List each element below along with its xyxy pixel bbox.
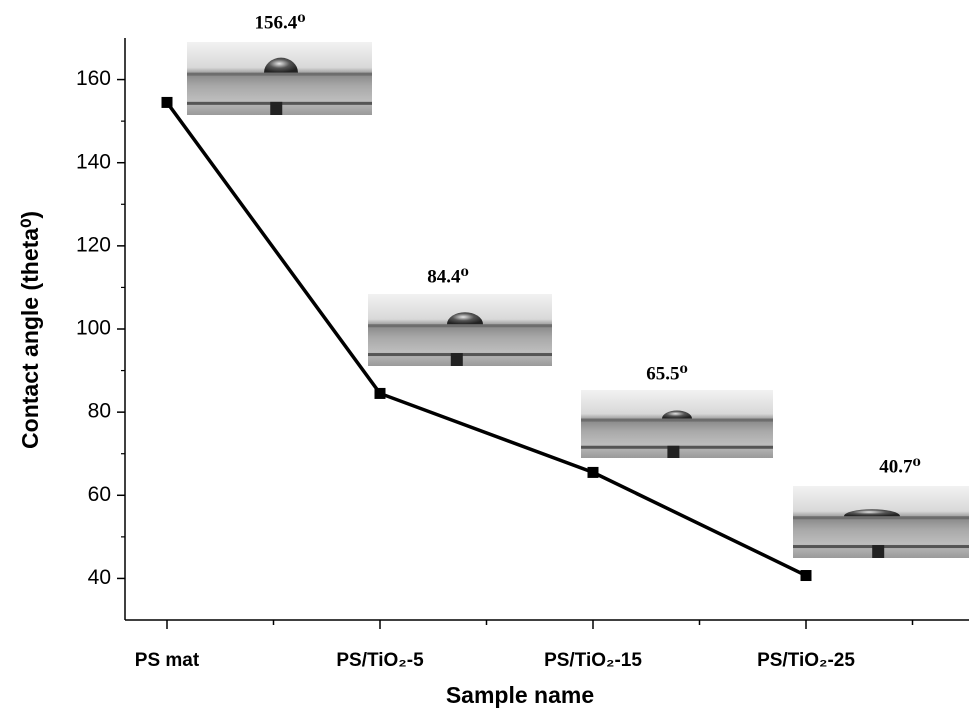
data-point: [161, 96, 173, 108]
droplet: [264, 57, 298, 73]
inset-photo: [793, 486, 969, 558]
y-tick-label: 120: [76, 233, 111, 256]
data-point: [374, 387, 386, 399]
x-tick-label: PS/TiO₂-15: [544, 650, 642, 671]
inset-photo: [581, 390, 773, 458]
photo-stage: [368, 324, 552, 328]
photo-stage: [187, 72, 372, 76]
annotation: 40.7⁰: [879, 456, 921, 477]
x-tick-label: PS/TiO₂-25: [757, 650, 855, 671]
y-tick-label: 160: [76, 67, 111, 90]
inset-photo: [368, 294, 552, 366]
y-tick-label: 140: [76, 150, 111, 173]
annotation: 65.5⁰: [646, 363, 688, 384]
y-axis-label: Contact angle (theta⁰): [17, 211, 43, 449]
photo-stage: [793, 516, 969, 520]
annotation: 156.4⁰: [254, 12, 305, 33]
x-tick-label: PS mat: [135, 650, 200, 671]
photo-stage: [581, 418, 773, 422]
data-point: [800, 570, 812, 582]
photo-post: [667, 445, 680, 458]
y-tick-label: 40: [88, 566, 111, 589]
data-point: [587, 466, 599, 478]
photo-post: [450, 353, 463, 366]
droplet: [662, 410, 692, 419]
y-tick-label: 80: [88, 400, 111, 423]
inset-photo: [187, 42, 372, 115]
droplet: [844, 509, 900, 517]
photo-post: [270, 101, 283, 115]
x-axis-label: Sample name: [446, 682, 594, 708]
y-tick-label: 60: [88, 483, 111, 506]
series-line: [165, 101, 807, 578]
annotation: 84.4⁰: [427, 266, 469, 287]
x-tick-label: PS/TiO₂-5: [336, 650, 424, 671]
photo-post: [872, 545, 885, 558]
droplet: [447, 312, 483, 325]
y-tick-label: 100: [76, 317, 111, 340]
